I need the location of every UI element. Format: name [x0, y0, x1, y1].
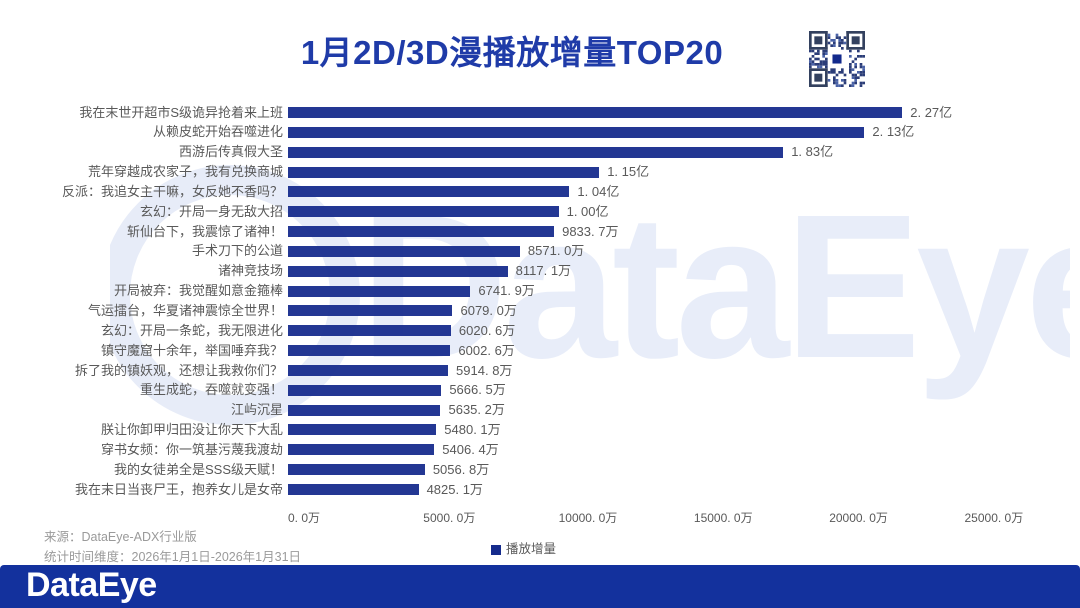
svg-text:DataEye: DataEye [26, 568, 157, 604]
